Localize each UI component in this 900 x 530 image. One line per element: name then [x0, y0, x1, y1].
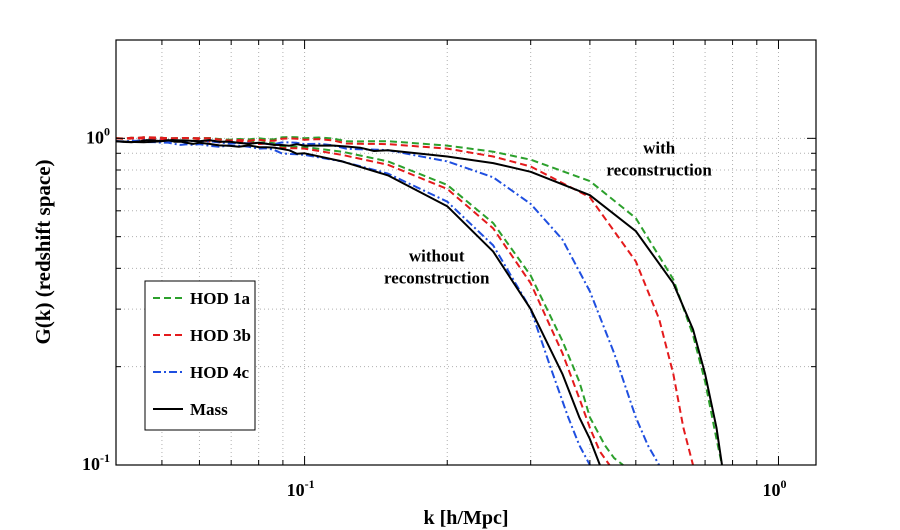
- series-hod-3b-with-reconstruction: [115, 136, 694, 466]
- y-tick-label: 10-1: [82, 451, 110, 474]
- x-axis-label: k [h/Mpc]: [424, 507, 509, 529]
- axis-ticks: 10-1 100 10-1 100: [82, 40, 816, 500]
- legend-label: Mass: [190, 400, 228, 419]
- series-hod-3b-without-reconstruction: [115, 136, 611, 466]
- y-axis-label: G(k) (redshift space): [31, 159, 55, 344]
- plot-lines: [115, 136, 723, 466]
- x-tick-label: 10-1: [287, 477, 315, 500]
- annotation-text: reconstruction: [384, 268, 490, 287]
- legend-label: HOD 3b: [190, 326, 251, 345]
- annotation-text: with: [643, 138, 676, 157]
- plot-frame: [115, 39, 817, 466]
- legend-label: HOD 4c: [190, 363, 249, 382]
- legend: HOD 1a HOD 3b HOD 4c Mass: [144, 280, 256, 431]
- legend-label: HOD 1a: [190, 289, 250, 308]
- x-tick-label: 100: [762, 477, 786, 500]
- legend-box: [144, 280, 256, 431]
- y-tick-label: 100: [86, 124, 110, 147]
- series-mass-with-reconstruction: [115, 139, 723, 466]
- annotation-text: reconstruction: [606, 160, 712, 179]
- annotation-text: without: [409, 246, 465, 265]
- annotations: with reconstruction without reconstruction: [384, 138, 712, 287]
